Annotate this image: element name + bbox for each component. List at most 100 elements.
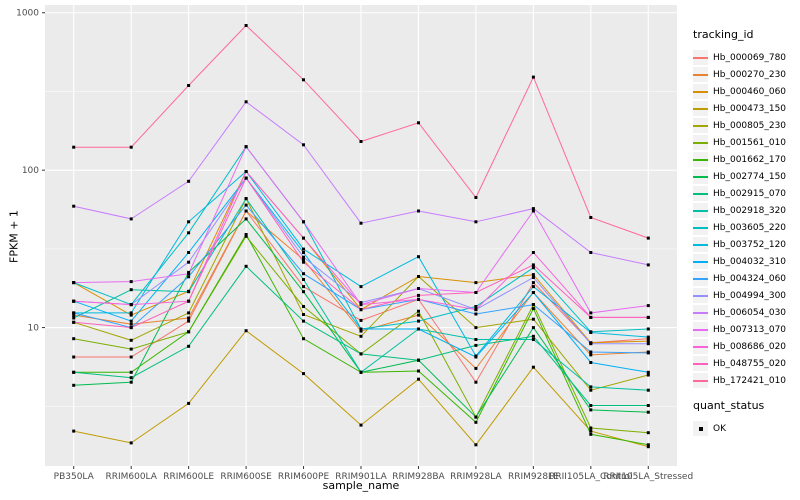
data-point xyxy=(646,370,650,374)
data-point xyxy=(417,327,420,331)
data-point xyxy=(302,278,305,281)
legend-item-label: Hb_003605_220 xyxy=(713,222,787,233)
data-point xyxy=(474,415,478,419)
data-point xyxy=(417,358,420,362)
data-point xyxy=(417,287,420,290)
legend-line-icon xyxy=(693,277,708,280)
data-point xyxy=(474,220,478,224)
data-point xyxy=(359,301,363,305)
data-point xyxy=(244,264,248,268)
data-point xyxy=(531,281,535,285)
data-point xyxy=(72,320,76,324)
data-point xyxy=(646,236,650,240)
x-tick-label: RRIM600LA xyxy=(105,472,157,482)
data-point xyxy=(359,285,363,289)
data-point xyxy=(646,339,650,343)
legend-item-label: Hb_000069_780 xyxy=(713,52,787,63)
data-point xyxy=(244,209,248,213)
data-point xyxy=(417,255,420,259)
data-point xyxy=(244,234,248,238)
data-point xyxy=(302,220,305,224)
data-point xyxy=(72,311,76,315)
legend-line-icon xyxy=(693,209,708,212)
legend-item: Hb_006054_030 xyxy=(693,304,799,321)
data-point xyxy=(129,441,133,445)
data-point xyxy=(474,380,478,384)
legend-key-swatch xyxy=(693,84,708,99)
data-point xyxy=(646,337,650,341)
data-point xyxy=(187,231,191,235)
data-point xyxy=(417,121,420,125)
data-point xyxy=(359,352,363,356)
data-point xyxy=(646,315,650,319)
data-point xyxy=(129,380,133,384)
data-point xyxy=(474,312,478,316)
data-point xyxy=(72,204,76,208)
data-point xyxy=(589,385,593,389)
data-point xyxy=(417,377,420,381)
data-point xyxy=(359,370,363,374)
data-point xyxy=(589,311,593,315)
x-tick-label: RRIM928BA xyxy=(392,472,445,482)
legend-item-label: Hb_002774_150 xyxy=(713,171,787,182)
legend-key-swatch xyxy=(693,203,708,218)
data-point xyxy=(589,216,593,219)
data-point xyxy=(129,313,133,317)
data-point xyxy=(187,401,191,405)
legend-item-label: Hb_001561_010 xyxy=(713,137,787,148)
data-point xyxy=(129,217,133,221)
legend-line-icon xyxy=(693,107,708,110)
data-point xyxy=(359,329,363,333)
data-point xyxy=(646,351,650,355)
legend-key-swatch xyxy=(693,101,708,116)
y-axis-title: FPKM + 1 xyxy=(7,210,21,263)
legend-line-icon xyxy=(693,124,708,127)
data-point xyxy=(359,221,363,225)
legend-key-swatch xyxy=(693,373,708,388)
data-point xyxy=(302,78,305,82)
legend-item: Hb_002774_150 xyxy=(693,168,799,185)
legend-item: Hb_004324_060 xyxy=(693,270,799,287)
data-point xyxy=(302,372,305,376)
data-point xyxy=(129,311,133,315)
legend-item-label: Hb_000473_150 xyxy=(713,103,787,114)
legend-item: Hb_000460_060 xyxy=(693,83,799,100)
legend-item-label: Hb_002918_320 xyxy=(713,205,787,216)
data-point xyxy=(359,327,363,331)
legend-item: Hb_001561_010 xyxy=(693,134,799,151)
data-point xyxy=(187,84,191,87)
legend-line-icon xyxy=(693,226,708,229)
data-point xyxy=(417,309,420,313)
legend-key-swatch xyxy=(693,356,708,371)
legend-key-swatch xyxy=(693,169,708,184)
legend-line-icon xyxy=(693,175,708,178)
legend-tracking-items: Hb_000069_780 Hb_000270_230 Hb_000460_060 H… xyxy=(693,49,799,389)
data-point xyxy=(531,285,535,289)
legend-item-label: Hb_000805_230 xyxy=(713,120,787,131)
data-point xyxy=(589,429,593,433)
data-point xyxy=(531,338,535,341)
legend-line-icon xyxy=(693,311,708,314)
legend-key-swatch xyxy=(693,186,708,201)
legend-item-label: Hb_048755_020 xyxy=(713,358,787,369)
data-point xyxy=(302,319,305,323)
data-point xyxy=(589,350,593,354)
legend-item-label: Hb_003752_120 xyxy=(713,239,787,250)
data-point xyxy=(589,251,593,254)
y-tick-label: 10 xyxy=(28,324,40,334)
data-point xyxy=(129,303,133,307)
y-tick-label: 1000 xyxy=(16,9,39,19)
data-point xyxy=(646,327,650,331)
data-point xyxy=(187,251,191,254)
data-point xyxy=(531,303,535,307)
data-point xyxy=(474,196,478,199)
legend-key-swatch xyxy=(693,339,708,354)
data-point xyxy=(187,179,191,183)
axis-ticks xyxy=(42,12,649,469)
data-point xyxy=(187,330,191,334)
x-axis-title: sample_name xyxy=(322,479,400,492)
legend-key-swatch xyxy=(693,67,708,82)
data-point xyxy=(589,432,593,436)
data-point xyxy=(417,319,420,323)
legend-line-icon xyxy=(693,192,708,195)
